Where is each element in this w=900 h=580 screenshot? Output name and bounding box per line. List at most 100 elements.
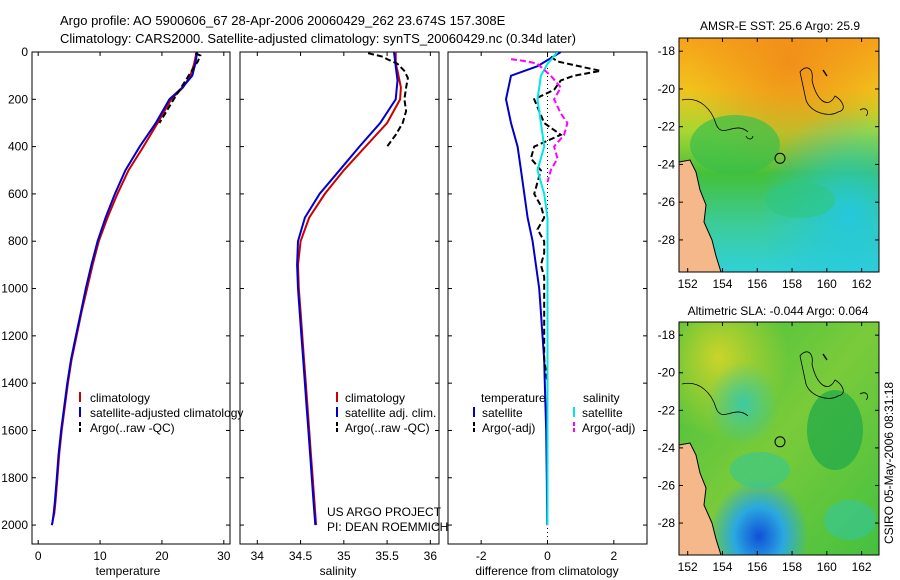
salinity-x-ticks: 34 34.5 35 35.5 36: [251, 52, 438, 563]
depth-tick-label: 1200: [1, 329, 28, 343]
salinity-lines: [296, 52, 409, 526]
map-lat-label: -26: [658, 195, 676, 209]
salinity-legend: climatology satellite adj. clim. Argo(..…: [336, 391, 436, 435]
sst-map-ticks: 152 154 156 158 160 162 -18 -20 -22 -24 -26 -28: [658, 38, 879, 291]
depth-tick-label: 1400: [1, 376, 28, 390]
temperature-legend: climatology satellite-adjusted climatolo…: [79, 391, 243, 435]
legend-s-climatology: climatology: [345, 391, 405, 405]
sst-map-title: AMSR-E SST: 25.6 Argo: 25.9: [700, 19, 860, 33]
depth-tick-label: 2000: [1, 518, 28, 532]
x-tick-label: 10: [93, 549, 107, 563]
series-line: [536, 52, 559, 526]
x-tick-label: 36: [424, 549, 438, 563]
sla-island-contour: [799, 351, 844, 399]
legend-d-sal-satellite: satellite: [582, 406, 623, 420]
series-line: [504, 52, 562, 526]
map-lon-label: 156: [747, 277, 767, 291]
series-line: [296, 52, 402, 526]
sst-reef-contour: [681, 98, 749, 133]
x-tick-label: 35: [337, 549, 351, 563]
depth-tick-label: 0: [21, 45, 28, 59]
map-lat-label: -24: [658, 157, 676, 171]
map-lat-label: -28: [658, 233, 676, 247]
map-lat-label: -18: [658, 44, 676, 58]
x-tick-label: 30: [217, 549, 231, 563]
project-annotation-line1: US ARGO PROJECT: [327, 505, 442, 519]
map-lat-label: -20: [658, 366, 676, 380]
depth-tick-label: 1600: [1, 423, 28, 437]
sst-map-panel: AMSR-E SST: 25.6 Argo: 25.9 152 154 156 158…: [658, 19, 880, 291]
legend-s-argo: Argo(..raw -QC): [345, 421, 430, 435]
legend-d-salinity-header: salinity: [583, 391, 620, 405]
legend-t-satellite: satellite-adjusted climatology: [90, 406, 243, 420]
x-tick-label: 35.5: [375, 549, 399, 563]
legend-d-temperature-header: temperature: [481, 391, 546, 405]
x-tick-label: 2: [610, 549, 617, 563]
map-lon-label: 152: [678, 560, 698, 574]
sla-map-axes: [678, 321, 880, 556]
sst-float-marker: [774, 152, 786, 164]
legend-d-temp-argo: Argo(-adj): [482, 421, 535, 435]
map-lon-label: 160: [817, 560, 837, 574]
legend-s-satellite: satellite adj. clim.: [345, 406, 436, 420]
temperature-xlabel: temperature: [96, 564, 161, 578]
salinity-xlabel: salinity: [320, 564, 357, 578]
series-line: [296, 52, 399, 526]
map-lon-label: 162: [852, 560, 872, 574]
map-lat-label: -20: [658, 82, 676, 96]
x-tick-label: 34.5: [289, 549, 313, 563]
difference-xlabel: difference from climatology: [475, 564, 618, 578]
sst-island-contour: [799, 67, 844, 115]
map-lat-label: -24: [658, 441, 676, 455]
depth-tick-label: 1000: [1, 282, 28, 296]
legend-t-argo: Argo(..raw -QC): [90, 421, 175, 435]
x-tick-label: 34: [251, 549, 265, 563]
temperature-x-ticks: 0 10 20 30: [35, 52, 231, 563]
map-lon-label: 160: [817, 277, 837, 291]
map-lon-label: 158: [782, 560, 802, 574]
salinity-depth-ticks: [240, 51, 439, 526]
sst-land-australia: [679, 159, 722, 272]
salinity-panel: 34 34.5 35 35.5 36 climatology satellite adj…: [239, 51, 448, 578]
sla-land-australia: [679, 442, 722, 555]
salinity-axes: [239, 51, 440, 545]
depth-tick-label: 200: [8, 92, 28, 106]
difference-lines: [504, 52, 601, 526]
map-lat-label: -22: [658, 120, 676, 134]
series-line: [50, 52, 199, 526]
map-lon-label: 154: [712, 560, 732, 574]
x-tick-label: -2: [476, 549, 487, 563]
map-lat-label: -26: [658, 478, 676, 492]
sla-map-panel: Altimetric SLA: -0.044 Argo: 0.064 152 15…: [658, 304, 880, 574]
x-tick-label: 20: [155, 549, 169, 563]
x-tick-label: 0: [544, 549, 551, 563]
credit-timestamp: CSIRO 05-May-2006 08:31:18: [882, 382, 896, 544]
sla-map-ticks: 152 154 156 158 160 162 -18 -20 -22 -24 -26 -28: [658, 322, 879, 574]
difference-legend: temperature salinity satellite Argo(-adj…: [473, 391, 635, 435]
series-line: [50, 52, 198, 526]
legend-d-sal-argo: Argo(-adj): [582, 421, 635, 435]
map-lon-label: 156: [747, 560, 767, 574]
difference-depth-ticks: [448, 51, 647, 526]
figure-title-line1: Argo profile: AO 5900606_67 28-Apr-2006 …: [60, 13, 506, 28]
depth-tick-label: 1800: [1, 471, 28, 485]
map-lon-label: 162: [852, 277, 872, 291]
map-lon-label: 152: [678, 277, 698, 291]
series-line: [158, 52, 202, 124]
depth-tick-label: 800: [8, 234, 28, 248]
depth-tick-label: 600: [8, 187, 28, 201]
sst-map-axes: [678, 37, 880, 273]
map-lon-label: 154: [712, 277, 732, 291]
depth-tick-label: 400: [8, 140, 28, 154]
x-tick-label: 0: [35, 549, 42, 563]
legend-d-temp-satellite: satellite: [482, 406, 523, 420]
temperature-panel: 0 200 400 600 800 1000 1200 1400 1600 1800 2000 0 1…: [1, 45, 243, 578]
sla-reef-contour: [681, 382, 749, 417]
temperature-axes: [31, 51, 231, 545]
legend-t-climatology: climatology: [90, 391, 150, 405]
sla-map-title: Altimetric SLA: -0.044 Argo: 0.064: [688, 304, 869, 318]
sla-float-marker: [774, 436, 786, 448]
project-annotation-line2: PI: DEAN ROEMMICH: [327, 520, 448, 534]
series-line: [529, 55, 601, 407]
